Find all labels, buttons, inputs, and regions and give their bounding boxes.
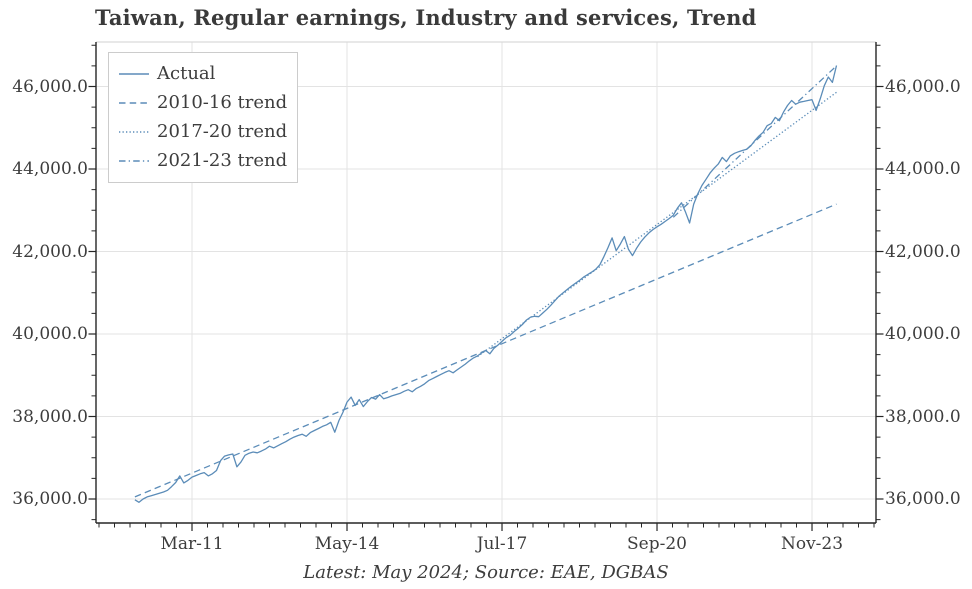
y-tick-label-left: 40,000.0 [12, 324, 88, 344]
x-tick-label: May-14 [314, 534, 380, 554]
chart-title: Taiwan, Regular earnings, Industry and s… [95, 5, 757, 30]
x-tick-label: Nov-23 [780, 534, 844, 554]
y-tick-label-right: 38,000.0 [885, 406, 961, 427]
legend-line-dashdot-icon [119, 159, 149, 162]
trend-line-2021-23 [672, 65, 837, 218]
y-tick-label-right: 46,000.0 [885, 76, 961, 97]
y-tick-label-right: 36,000.0 [885, 489, 961, 509]
y-tick-label-left: 36,000.0 [12, 489, 88, 509]
source-caption: Latest: May 2024; Source: EAE, DGBAS [303, 562, 669, 583]
x-tick-label: Sep-20 [627, 534, 687, 554]
legend-item-2017-20-trend: 2017-20 trend [119, 117, 297, 146]
trend-line-2017-20 [477, 91, 837, 358]
legend-line-dashed-icon [119, 101, 149, 104]
legend-item-actual: Actual [119, 59, 297, 88]
y-tick-label-right: 44,000.0 [885, 159, 961, 179]
y-tick-label-left: 38,000.0 [12, 406, 88, 427]
legend-label: 2017-20 trend [157, 121, 288, 142]
x-tick-label: Mar-11 [160, 534, 224, 554]
legend-item-2010-16-trend: 2010-16 trend [119, 88, 297, 117]
legend-label: 2021-23 trend [157, 150, 288, 171]
trend-line-2010-16 [134, 203, 837, 498]
legend-line-dotted-icon [119, 130, 149, 133]
y-tick-label-right: 42,000.0 [885, 241, 961, 262]
legend-label: 2010-16 trend [157, 92, 288, 113]
y-tick-label-left: 44,000.0 [12, 159, 88, 179]
legend-label: Actual [157, 63, 216, 84]
legend-line-solid-icon [119, 72, 149, 75]
y-tick-label-right: 40,000.0 [885, 324, 961, 344]
y-tick-label-left: 42,000.0 [12, 241, 88, 262]
x-tick-label: Jul-17 [476, 534, 528, 554]
y-tick-label-left: 46,000.0 [12, 76, 88, 97]
legend: Actual 2010-16 trend 2017-20 trend 2021-… [108, 52, 298, 183]
legend-item-2021-23-trend: 2021-23 trend [119, 146, 297, 175]
